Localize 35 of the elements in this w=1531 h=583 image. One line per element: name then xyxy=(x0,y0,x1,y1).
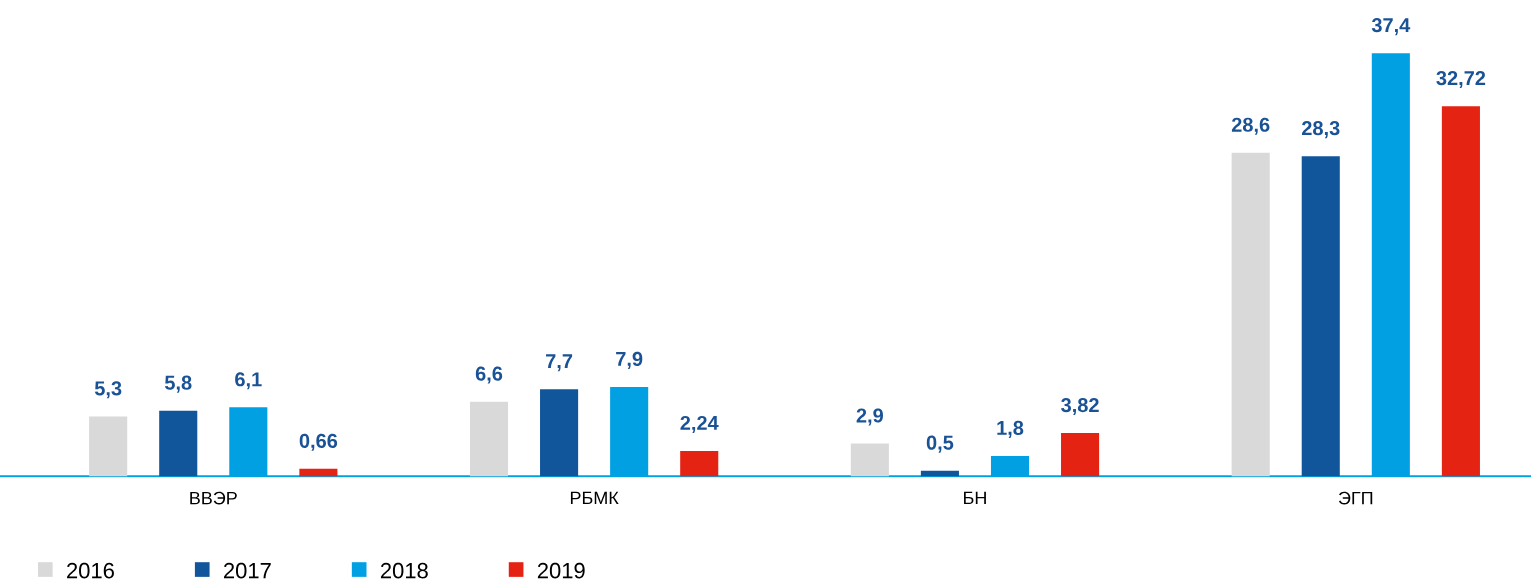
data-label: 3,82 xyxy=(1061,398,1099,416)
x-tick-label: ВВЭР xyxy=(190,491,237,505)
data-label: 5,3 xyxy=(94,381,122,399)
bar xyxy=(1301,156,1340,477)
x-tick-label: БН xyxy=(964,491,986,505)
data-label: 37,4 xyxy=(1371,18,1411,36)
bar xyxy=(1441,106,1480,477)
data-label: 5,8 xyxy=(164,375,192,393)
bar xyxy=(1061,433,1100,477)
legend-label: 2016 xyxy=(67,562,114,579)
legend-label: 2017 xyxy=(224,562,271,579)
x-tick-label: РБМК xyxy=(570,491,619,505)
data-label: 28,3 xyxy=(1301,121,1340,139)
data-label: 2,24 xyxy=(680,415,719,433)
legend-label: 2018 xyxy=(380,562,428,579)
bar xyxy=(540,389,579,477)
data-label: 6,6 xyxy=(475,366,503,384)
bar xyxy=(299,468,338,477)
data-label: 32,72 xyxy=(1436,71,1486,89)
x-tick-label: ЭГП xyxy=(1338,491,1373,505)
data-label: 0,5 xyxy=(926,435,954,453)
legend-label: 2019 xyxy=(537,562,585,579)
bar xyxy=(680,450,719,477)
data-label: 2,9 xyxy=(856,408,883,426)
data-label: 7,9 xyxy=(616,351,643,369)
data-label: 1,8 xyxy=(997,420,1024,438)
data-label: 28,6 xyxy=(1231,117,1270,135)
bar xyxy=(469,401,509,477)
data-label: 0,66 xyxy=(299,433,338,451)
bar xyxy=(850,443,889,477)
bar xyxy=(89,416,128,477)
bar xyxy=(1231,152,1270,477)
data-label: 7,7 xyxy=(546,354,573,372)
data-label: 6,1 xyxy=(235,372,262,390)
bar xyxy=(159,410,198,477)
